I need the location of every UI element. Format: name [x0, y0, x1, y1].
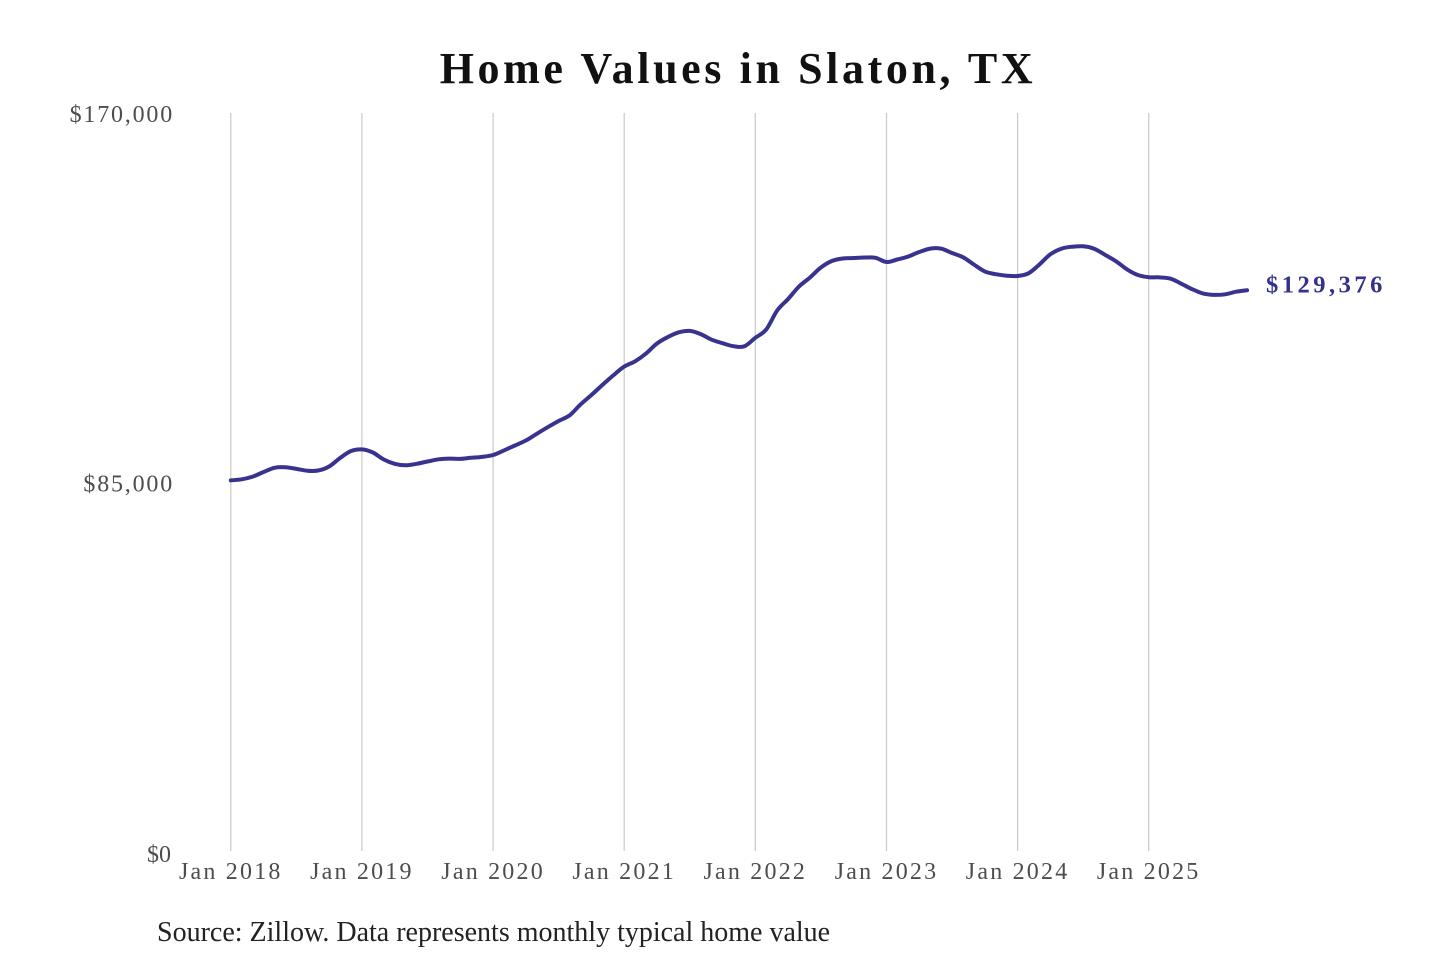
svg-text:Source: Zillow. Data represent: Source: Zillow. Data represents monthly …: [157, 917, 830, 948]
svg-text:$170,000: $170,000: [70, 102, 174, 128]
svg-text:Jan 2018: Jan 2018: [179, 859, 283, 885]
svg-text:Jan 2023: Jan 2023: [835, 859, 939, 885]
svg-text:Home Values in Slaton, TX: Home Values in Slaton, TX: [440, 44, 1037, 93]
svg-text:Jan 2022: Jan 2022: [704, 859, 808, 885]
svg-text:$0: $0: [147, 842, 171, 868]
svg-text:Jan 2020: Jan 2020: [441, 859, 545, 885]
svg-text:Jan 2025: Jan 2025: [1097, 859, 1201, 885]
svg-text:Jan 2024: Jan 2024: [966, 859, 1070, 885]
svg-text:$85,000: $85,000: [83, 472, 174, 498]
svg-text:Jan 2021: Jan 2021: [572, 859, 676, 885]
svg-text:Jan 2019: Jan 2019: [310, 859, 414, 885]
svg-text:$129,376: $129,376: [1266, 272, 1386, 299]
